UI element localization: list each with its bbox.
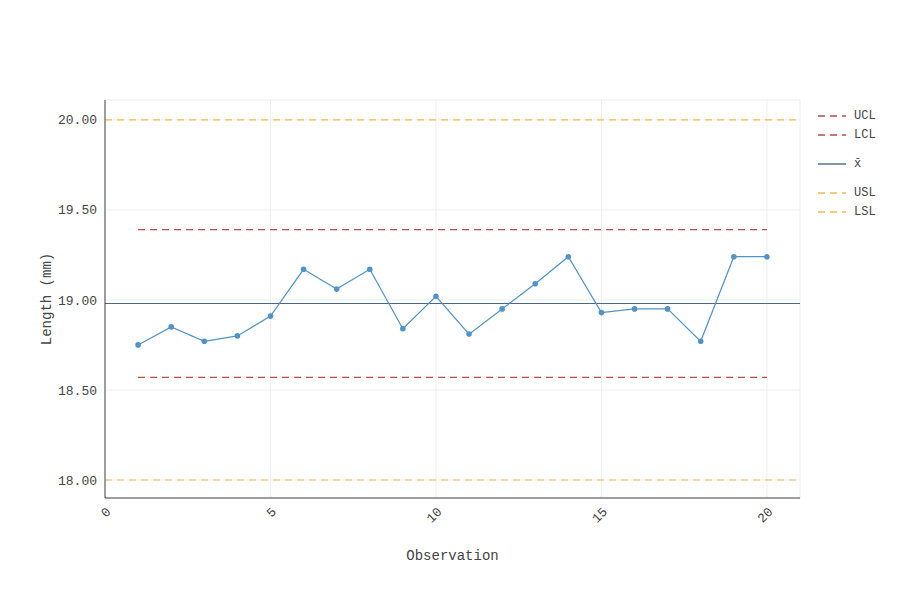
svg-text:Length (mm): Length (mm) [39, 253, 55, 345]
svg-text:15: 15 [589, 505, 611, 527]
html-text:LSL: LSL [854, 204, 876, 219]
svg-text:Observation: Observation [406, 548, 498, 564]
svg-text:19.50: 19.50 [58, 203, 97, 218]
html-text:UCL: UCL [854, 108, 876, 123]
svg-text:20.00: 20.00 [58, 113, 97, 128]
html-text:x̄: x̄ [854, 156, 862, 171]
svg-text:10: 10 [424, 505, 446, 527]
svg-text:20: 20 [755, 505, 777, 527]
svg-text:18.50: 18.50 [58, 384, 97, 399]
svg-text:19.00: 19.00 [58, 294, 97, 309]
svg-text:18.00: 18.00 [58, 474, 97, 489]
html-text:LCL: LCL [854, 127, 876, 142]
html-text:USL: USL [854, 185, 876, 200]
svg-text:0: 0 [98, 505, 114, 521]
svg-text:5: 5 [264, 505, 280, 521]
